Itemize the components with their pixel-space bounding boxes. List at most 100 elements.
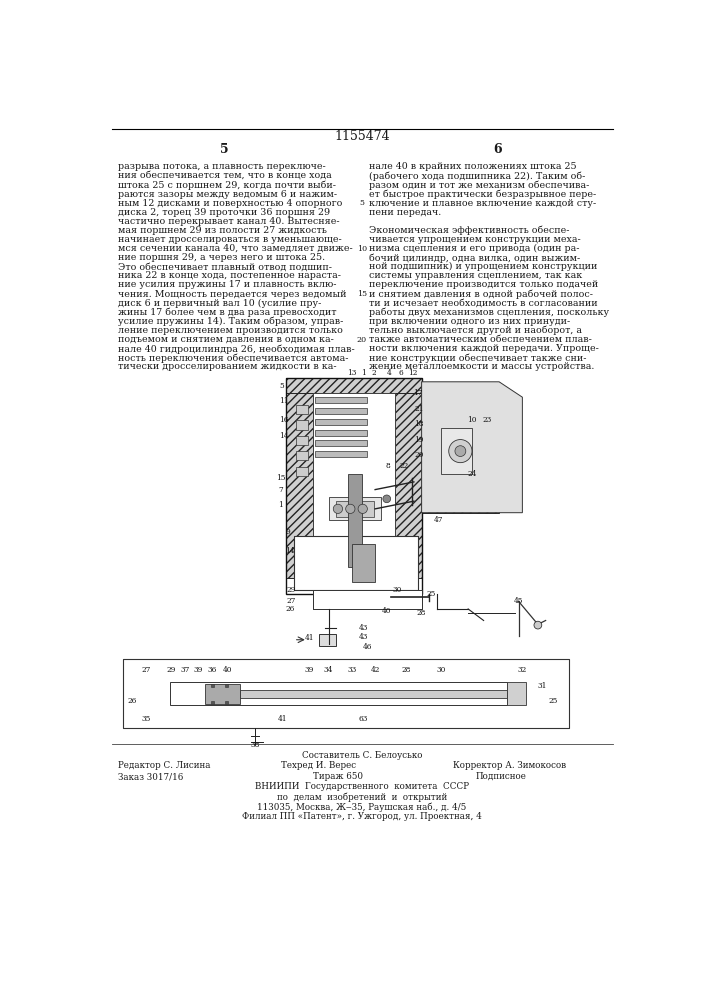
- Text: ет быстрое практически безразрывное пере-: ет быстрое практически безразрывное пере…: [369, 190, 596, 199]
- Text: 113035, Москва, Ж‒35, Раушская наб., д. 4/5: 113035, Москва, Ж‒35, Раушская наб., д. …: [257, 802, 467, 812]
- Text: раются зазоры между ведомым 6 и нажим-: раются зазоры между ведомым 6 и нажим-: [118, 190, 337, 199]
- Text: 40: 40: [223, 666, 233, 674]
- Text: 6: 6: [398, 369, 403, 377]
- Bar: [352, 544, 375, 582]
- Bar: [315, 397, 368, 403]
- Text: нале 40 гидроцилиндра 26, необходимая плав-: нале 40 гидроцилиндра 26, необходимая пл…: [118, 344, 355, 354]
- Text: ние поршня 29, а через него и штока 25.: ние поршня 29, а через него и штока 25.: [118, 253, 325, 262]
- Text: 26: 26: [285, 605, 295, 613]
- Text: 1: 1: [278, 501, 283, 509]
- Text: 27: 27: [142, 666, 151, 674]
- Text: ключение и плавное включение каждой сту-: ключение и плавное включение каждой сту-: [369, 199, 596, 208]
- Text: 10: 10: [467, 416, 477, 424]
- Bar: [401, 536, 418, 590]
- Bar: [170, 659, 216, 682]
- Bar: [315, 451, 368, 457]
- Text: 2: 2: [371, 369, 376, 377]
- Text: 24: 24: [467, 470, 477, 478]
- Bar: [441, 428, 472, 474]
- Text: 46: 46: [363, 643, 372, 651]
- Bar: [305, 705, 368, 728]
- Text: переключение производится только подачей: переключение производится только подачей: [369, 280, 598, 289]
- Text: ной подшипник) и упрощением конструкции: ной подшипник) и упрощением конструкции: [369, 262, 597, 271]
- Text: ние конструкции обеспечивает также сни-: ние конструкции обеспечивает также сни-: [369, 353, 586, 363]
- Circle shape: [333, 504, 343, 513]
- Text: 16: 16: [279, 416, 288, 424]
- Text: штока 25 с поршнем 29, когда почти выби-: штока 25 с поршнем 29, когда почти выби-: [118, 181, 336, 190]
- Bar: [315, 430, 368, 436]
- Text: 39: 39: [305, 666, 314, 674]
- Text: подъемом и снятием давления в одном ка-: подъемом и снятием давления в одном ка-: [118, 335, 334, 344]
- Text: 17: 17: [413, 389, 423, 397]
- Text: диск 6 и первичный вал 10 (усилие пру-: диск 6 и первичный вал 10 (усилие пру-: [118, 299, 321, 308]
- Text: по  делам  изобретений  и  открытий: по делам изобретений и открытий: [277, 792, 447, 802]
- Text: тически дросселированием жидкости в ка-: тически дросселированием жидкости в ка-: [118, 362, 337, 371]
- Text: 5: 5: [280, 382, 284, 390]
- Bar: [123, 659, 170, 728]
- Text: Редактор С. Лисина: Редактор С. Лисина: [118, 761, 210, 770]
- Text: 37: 37: [180, 666, 190, 674]
- Text: ния обеспечивается тем, что в конце хода: ния обеспечивается тем, что в конце хода: [118, 171, 332, 180]
- Text: 29: 29: [287, 586, 296, 594]
- Text: 1155474: 1155474: [334, 130, 390, 143]
- Text: ление переключением производится только: ление переключением производится только: [118, 326, 343, 335]
- Bar: [507, 682, 526, 705]
- Bar: [204, 684, 240, 704]
- Text: 31: 31: [537, 682, 547, 690]
- Bar: [315, 408, 368, 414]
- Text: Филиал ПП «Патент», г. Ужгород, ул. Проектная, 4: Филиал ПП «Патент», г. Ужгород, ул. Прое…: [242, 812, 482, 821]
- Text: тельно выключается другой и наоборот, а: тельно выключается другой и наоборот, а: [369, 326, 582, 335]
- Text: ВНИИПИ  Государственного  комитета  СССР: ВНИИПИ Государственного комитета СССР: [255, 782, 469, 791]
- Text: 20: 20: [414, 451, 424, 459]
- Text: частично перекрывает канал 40. Вытесняе-: частично перекрывает канал 40. Вытесняе-: [118, 217, 339, 226]
- Text: Составитель С. Белоуськo: Составитель С. Белоуськo: [302, 751, 422, 760]
- Bar: [240, 690, 507, 698]
- Circle shape: [534, 621, 542, 629]
- Text: 33: 33: [347, 666, 356, 674]
- Circle shape: [346, 504, 355, 513]
- Bar: [293, 536, 418, 590]
- Text: нале 40 в крайних положениях штока 25: нале 40 в крайних положениях штока 25: [369, 162, 576, 171]
- Text: 12: 12: [408, 369, 417, 377]
- Bar: [211, 701, 214, 704]
- Circle shape: [449, 440, 472, 463]
- Bar: [337, 501, 373, 517]
- Text: 38: 38: [250, 741, 259, 749]
- Polygon shape: [421, 382, 522, 513]
- Bar: [315, 440, 368, 446]
- Text: 43: 43: [359, 633, 368, 641]
- Bar: [329, 497, 381, 520]
- Text: диска 2, торец 39 проточки 36 поршня 29: диска 2, торец 39 проточки 36 поршня 29: [118, 208, 330, 217]
- Bar: [352, 544, 375, 582]
- Text: 13: 13: [347, 369, 356, 377]
- Text: 27: 27: [287, 597, 296, 605]
- Text: усилие пружины 14). Таким образом, управ-: усилие пружины 14). Таким образом, управ…: [118, 317, 343, 326]
- Bar: [286, 378, 313, 578]
- Text: 28: 28: [417, 609, 426, 617]
- Text: 20: 20: [357, 336, 367, 344]
- Text: 30: 30: [436, 666, 445, 674]
- Circle shape: [383, 495, 391, 503]
- Text: 14: 14: [279, 432, 288, 440]
- Text: 25: 25: [426, 590, 436, 598]
- Text: 23: 23: [483, 416, 492, 424]
- Text: Подписное: Подписное: [476, 772, 527, 781]
- Text: начинает дросселироваться в уменьшающе-: начинает дросселироваться в уменьшающе-: [118, 235, 341, 244]
- Text: чивается упрощением конструкции меха-: чивается упрощением конструкции меха-: [369, 235, 580, 244]
- Text: 1: 1: [361, 369, 366, 377]
- Bar: [320, 634, 337, 646]
- Text: Техред И. Верес: Техред И. Верес: [281, 761, 356, 770]
- Text: (рабочего хода подшипника 22). Таким об-: (рабочего хода подшипника 22). Таким об-: [369, 171, 585, 181]
- Text: жины 17 более чем в два раза превосходит: жины 17 более чем в два раза превосходит: [118, 308, 337, 317]
- Text: 41: 41: [305, 634, 314, 642]
- Bar: [296, 405, 308, 414]
- Text: 11: 11: [279, 397, 288, 405]
- Bar: [296, 451, 308, 460]
- Text: Тираж 650: Тираж 650: [313, 772, 363, 781]
- Bar: [406, 590, 421, 609]
- Bar: [293, 536, 311, 590]
- Text: 5: 5: [359, 199, 364, 207]
- Text: разрыва потока, а плавность переключе-: разрыва потока, а плавность переключе-: [118, 162, 326, 171]
- Text: разом один и тот же механизм обеспечива-: разом один и тот же механизм обеспечива-: [369, 181, 590, 190]
- Text: ность переключения обеспечивается автома-: ность переключения обеспечивается автома…: [118, 353, 349, 363]
